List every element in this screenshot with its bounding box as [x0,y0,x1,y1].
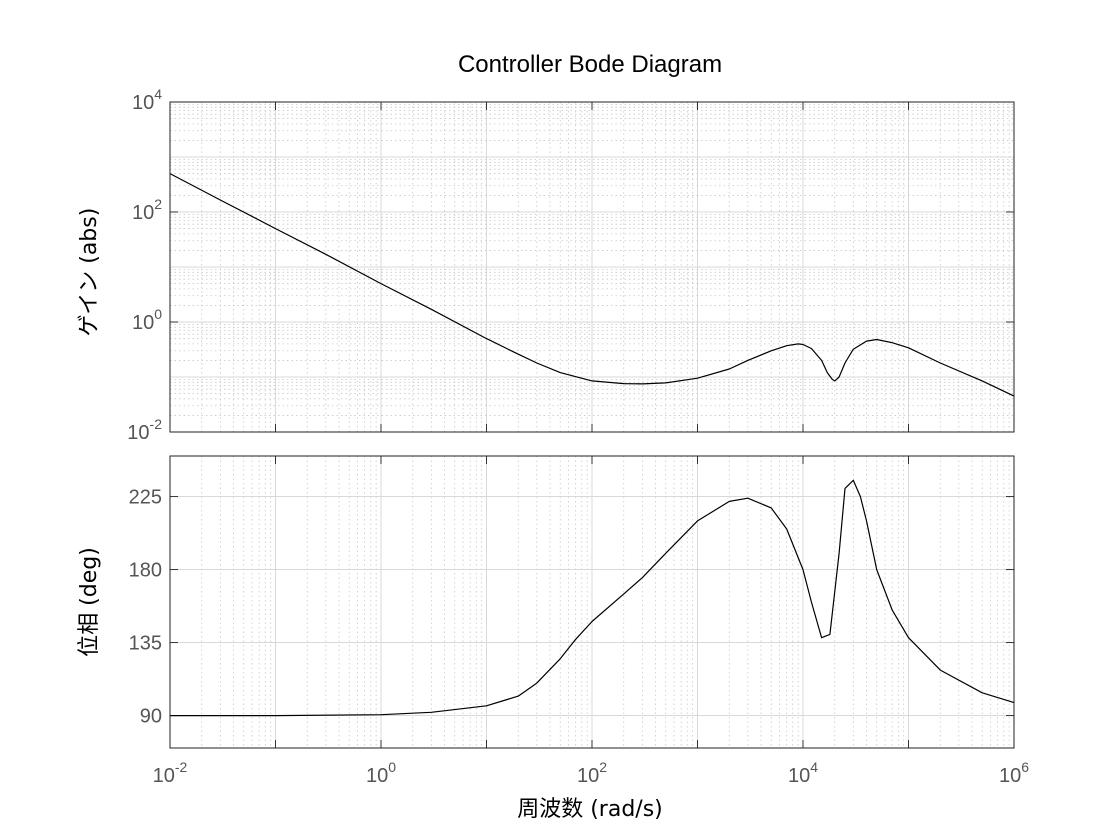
y-tick-label: 225 [129,487,162,509]
x-tick-labels: 10-2 100 102 104 106 [153,759,1030,787]
magnitude-response-line [169,173,1015,397]
x-tick-label: 106 [999,759,1029,787]
y-tick-label: 90 [140,706,162,728]
phase-panel: 225 180 135 90 [129,455,1015,749]
y-tick-label: 100 [132,306,162,334]
x-tick-label: 102 [577,759,607,787]
phase-response-line [170,479,1015,717]
axes-frame [169,455,1015,749]
x-tick-label: 104 [788,759,818,787]
y-tick-label: 135 [129,633,162,655]
y-tick-label: 102 [132,196,162,224]
axes-frame [169,101,1015,433]
y-tick-label: 10-2 [127,416,162,444]
chart-title: Controller Bode Diagram [458,51,722,78]
x-axis-label: 周波数 (rad/s) [517,797,663,822]
magnitude-panel: 104 102 100 10-2 [127,86,1015,444]
magnitude-y-axis-label: ゲイン (abs) [77,208,102,337]
y-tick-label: 104 [132,86,162,114]
phase-y-axis-label: 位相 (deg) [77,547,102,657]
y-tick-label: 180 [129,560,162,582]
x-tick-label: 10-2 [153,759,188,787]
x-tick-label: 100 [366,759,396,787]
